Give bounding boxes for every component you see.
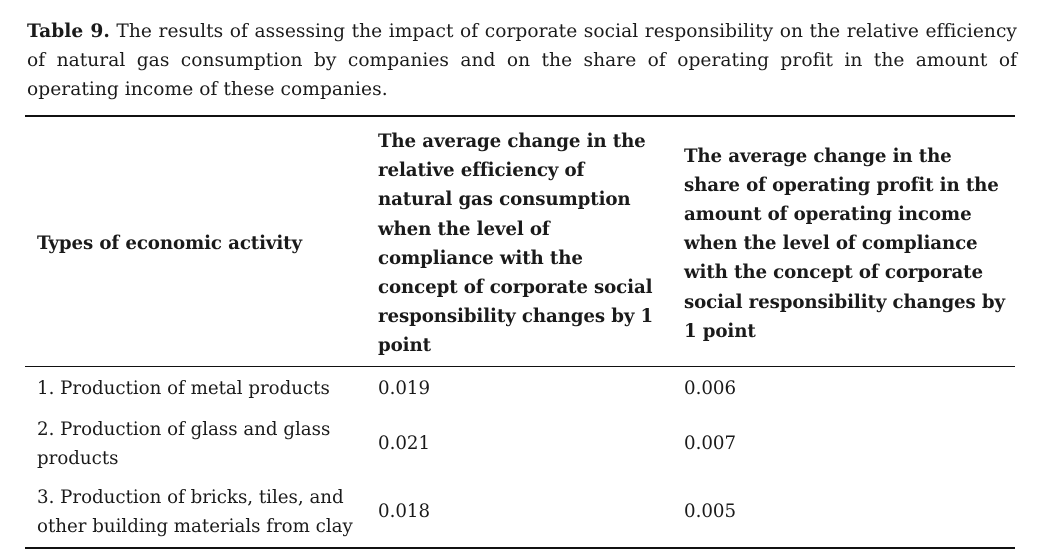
gas-efficiency-cell: 0.019 [378, 378, 431, 400]
caption-text: The results of assessing the impact of c… [27, 21, 1017, 100]
table-row: 2. Production of glass and glass product… [25, 411, 1015, 477]
header-activity-type: Types of economic activity [37, 233, 302, 255]
activity-cell: 3. Production of bricks, tiles, and othe… [37, 486, 353, 537]
table-row: 3. Production of bricks, tiles, and othe… [25, 477, 1015, 548]
gas-efficiency-cell: 0.018 [378, 501, 431, 523]
profit-share-cell: 0.007 [684, 433, 737, 455]
activity-cell: 2. Production of glass and glass product… [37, 418, 331, 469]
table-header-row: Types of economic activity The average c… [25, 116, 1015, 367]
activity-cell: 1. Production of metal products [37, 378, 330, 400]
results-table: Types of economic activity The average c… [25, 115, 1015, 549]
results-table-container: Types of economic activity The average c… [25, 115, 1015, 549]
profit-share-cell: 0.005 [684, 501, 737, 523]
header-operating-profit-share-change: The average change in the share of opera… [684, 145, 1005, 342]
table-label: Table 9. [27, 21, 110, 42]
table-caption: Table 9. The results of assessing the im… [27, 17, 1017, 104]
header-gas-efficiency-change: The average change in the relative effic… [378, 131, 654, 357]
profit-share-cell: 0.006 [684, 378, 737, 400]
gas-efficiency-cell: 0.021 [378, 433, 431, 455]
table-row: 1. Production of metal products 0.019 0.… [25, 366, 1015, 411]
